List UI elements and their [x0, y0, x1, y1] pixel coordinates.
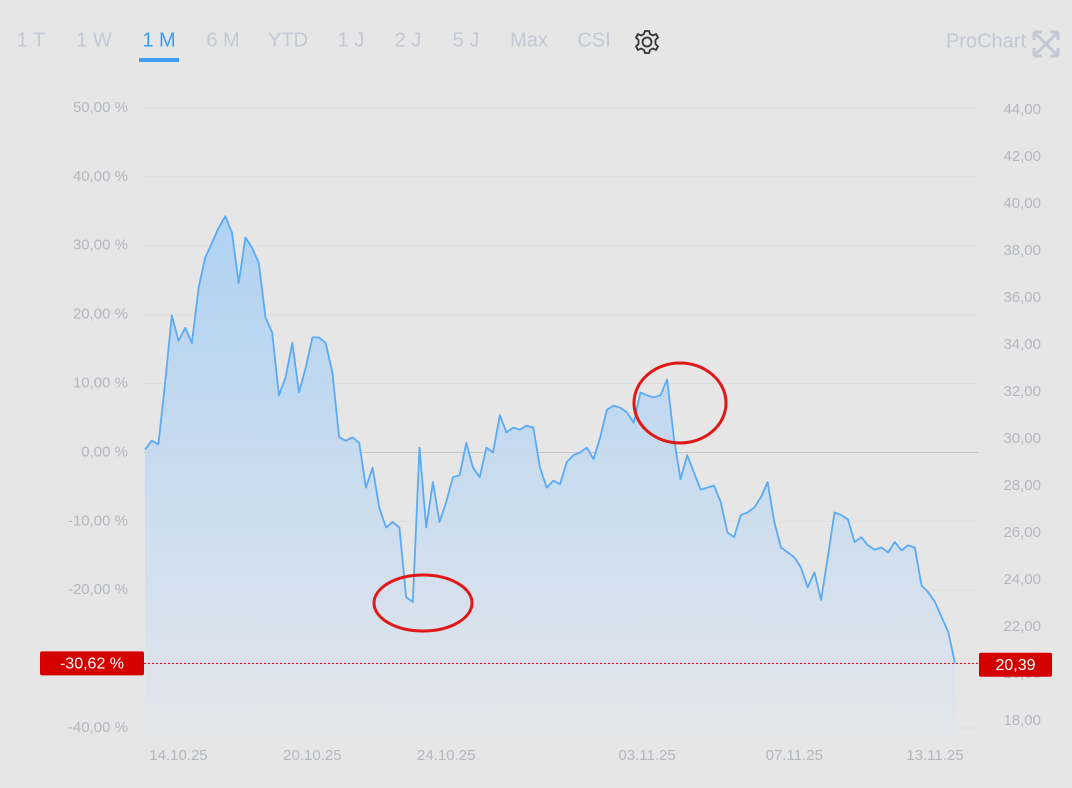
y-tick-label: -10,00 % [68, 512, 128, 529]
last-value-box [40, 651, 144, 676]
y2-tick-label: 28,00 [1003, 477, 1041, 494]
expand-icon[interactable] [1032, 30, 1060, 58]
x-tick-label: 13.11.25 [906, 747, 963, 764]
tab-underline [139, 58, 179, 62]
annotation-circle [372, 573, 474, 633]
tab[interactable]: 1 T [17, 29, 46, 51]
x-tick-label: 07.11.25 [766, 747, 823, 764]
x-tick-label: 20.10.25 [283, 747, 341, 764]
y-tick-label: 50,00 % [73, 99, 128, 116]
x-tick-label: 24.10.25 [417, 747, 475, 764]
y2-tick-label: 22,00 [1003, 618, 1041, 635]
tab[interactable]: 6 M [206, 29, 239, 51]
y-tick-label: -40,00 % [68, 719, 128, 736]
y-tick-label: 20,00 % [73, 306, 128, 323]
plot-area: 50,00 % 40,00 % 30,00 % 20,00 % 10,00 % 0,00 … [40, 99, 1052, 764]
y2-tick-label: 26,00 [1003, 524, 1041, 541]
tab[interactable]: 5 J [453, 29, 480, 51]
y2-tick-label: 30,00 [1003, 430, 1041, 447]
tab[interactable]: 2 J [395, 29, 422, 51]
area [145, 216, 955, 735]
y-tick-label: 10,00 % [73, 375, 128, 392]
prochart-link[interactable]: ProChart [946, 30, 1026, 52]
x-tick-label: 03.11.25 [618, 747, 675, 764]
tab[interactable]: Max [510, 29, 548, 51]
y-tick-label: 30,00 % [73, 237, 128, 254]
y-tick-label: 0,00 % [81, 443, 128, 460]
tab[interactable]: YTD [268, 29, 308, 51]
y2-tick-label: 38,00 [1003, 242, 1041, 259]
y2-tick-label: 34,00 [1003, 336, 1041, 353]
last-value-label: 20,39 [995, 657, 1035, 674]
tab[interactable]: 1 M [142, 29, 175, 51]
y-tick-label: 40,00 % [73, 168, 128, 185]
y2-tick-label: 36,00 [1003, 289, 1041, 306]
last-value-box [979, 652, 1052, 677]
y2-tick-label: 42,00 [1003, 148, 1041, 165]
line [144, 215, 956, 664]
tab[interactable]: 1 J [338, 29, 365, 51]
tab[interactable]: CSI [577, 29, 610, 51]
y2-tick-label: 24,00 [1003, 571, 1041, 588]
annotation-circle [632, 361, 728, 445]
tab-bar: 1 T 1 W 1 M 6 M YTD 1 J 2 J 5 J Max CSI [17, 29, 611, 62]
y-tick-label: -20,00 % [68, 581, 128, 598]
last-value-label: -30,62 % [60, 656, 124, 673]
tab[interactable]: 1 W [76, 29, 112, 51]
y2-tick-label: 40,00 [1003, 195, 1041, 212]
settings-icon[interactable] [634, 30, 660, 54]
y2-tick-label: 18,00 [1003, 712, 1041, 729]
x-tick-label: 14.10.25 [149, 747, 207, 764]
y2-tick-label: 32,00 [1003, 383, 1041, 400]
y2-tick-label: 44,00 [1003, 101, 1041, 118]
